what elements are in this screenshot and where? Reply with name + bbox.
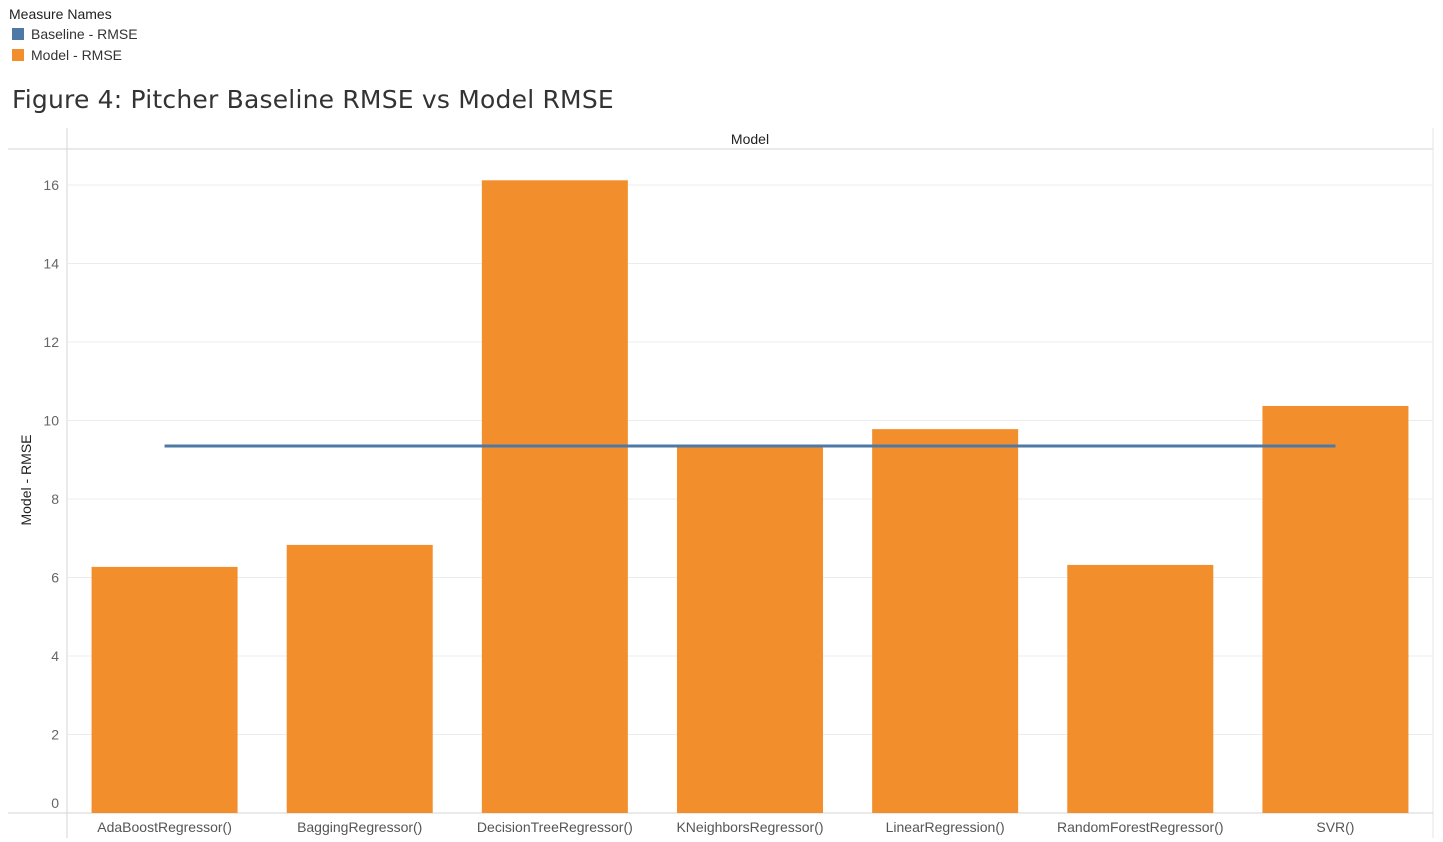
y-tick-label: 4 [51, 648, 59, 664]
legend: Measure Names Baseline - RMSE Model - RM… [9, 5, 138, 65]
legend-label-baseline: Baseline - RMSE [31, 25, 138, 42]
x-tick-label: LinearRegression() [886, 819, 1005, 835]
legend-swatch-model [12, 48, 24, 61]
figure-title: Figure 4: Pitcher Baseline RMSE vs Model… [12, 85, 614, 114]
y-tick-label: 14 [43, 256, 59, 272]
column-header: Model [731, 131, 769, 147]
y-tick-label: 6 [51, 570, 59, 586]
x-tick-label: RandomForestRegressor() [1057, 819, 1224, 835]
x-tick-label: BaggingRegressor() [297, 819, 422, 835]
bar [481, 180, 628, 814]
y-tick-label: 16 [43, 177, 59, 193]
bar [872, 429, 1019, 813]
legend-label-model: Model - RMSE [31, 46, 123, 63]
legend-title: Measure Names [9, 6, 112, 22]
x-tick-label: SVR() [1316, 819, 1354, 835]
bars [91, 180, 1409, 814]
legend-item-model[interactable]: Model - RMSE [9, 44, 138, 65]
bar [677, 447, 823, 813]
legend-item-baseline[interactable]: Baseline - RMSE [9, 23, 138, 44]
x-tick-label: DecisionTreeRegressor() [477, 819, 633, 835]
y-tick-label: 0 [51, 795, 59, 811]
x-tick-label: AdaBoostRegressor() [97, 819, 232, 835]
bar [286, 544, 433, 813]
y-tick-label: 10 [43, 413, 59, 429]
bar [1067, 564, 1214, 813]
y-tick-label: 2 [51, 727, 59, 743]
bar [91, 566, 238, 813]
x-axis: AdaBoostRegressor() BaggingRegressor() Dec… [97, 819, 1354, 835]
y-tick-label: 8 [51, 491, 59, 507]
y-tick-label: 12 [43, 334, 59, 350]
y-axis-title: Model - RMSE [18, 434, 34, 525]
legend-swatch-baseline [12, 27, 24, 40]
y-axis: 0 2 4 6 8 10 12 14 16 [43, 177, 59, 811]
x-tick-label: KNeighborsRegressor() [676, 819, 823, 835]
bar [1262, 405, 1409, 813]
